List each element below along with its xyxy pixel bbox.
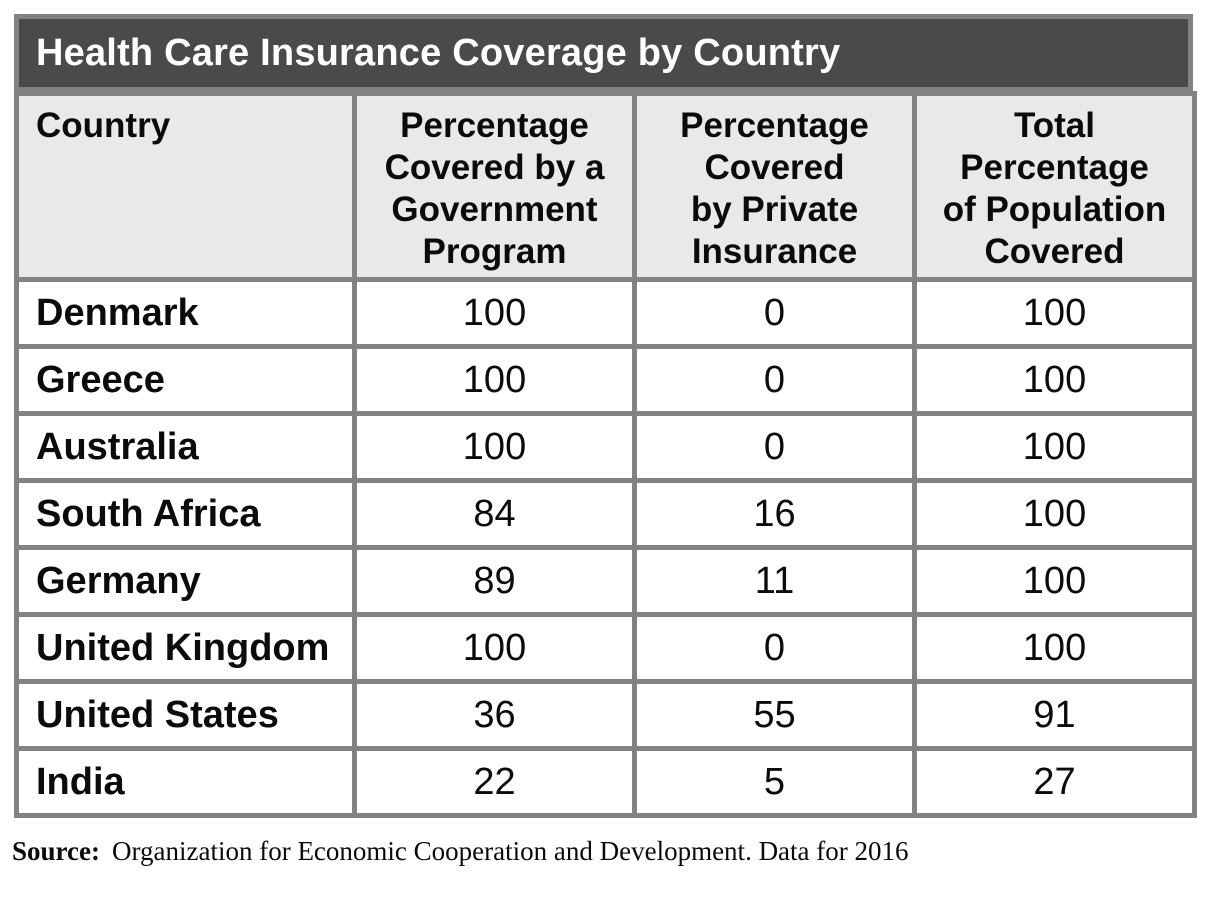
government-pct-cell: 100: [352, 344, 637, 416]
total-pct-cell: 100: [912, 545, 1197, 617]
private-pct-cell: 55: [632, 679, 917, 751]
total-pct-cell: 91: [912, 679, 1197, 751]
table-row-united-states: United States 36 55 91: [14, 679, 1197, 751]
government-pct-cell: 100: [352, 277, 637, 349]
country-cell: United Kingdom: [14, 612, 357, 684]
coverage-table-container: Health Care Insurance Coverage by Countr…: [14, 14, 1197, 818]
private-pct-cell: 16: [632, 478, 917, 550]
country-cell: India: [14, 746, 357, 818]
country-cell: Greece: [14, 344, 357, 416]
col-header-country: Country: [14, 91, 357, 282]
table-row-greece: Greece 100 0 100: [14, 344, 1197, 416]
government-pct-cell: 89: [352, 545, 637, 617]
private-pct-cell: 11: [632, 545, 917, 617]
table-row-germany: Germany 89 11 100: [14, 545, 1197, 617]
country-cell: Denmark: [14, 277, 357, 349]
government-pct-cell: 100: [352, 411, 637, 483]
country-cell: Germany: [14, 545, 357, 617]
coverage-table: Country Percentage Covered by a Governme…: [14, 91, 1197, 818]
source-note: Source: Organization for Economic Coopera…: [12, 836, 909, 867]
private-pct-cell: 0: [632, 277, 917, 349]
total-pct-cell: 100: [912, 612, 1197, 684]
table-row-australia: Australia 100 0 100: [14, 411, 1197, 483]
table-title: Health Care Insurance Coverage by Countr…: [36, 31, 841, 74]
table-row-united-kingdom: United Kingdom 100 0 100: [14, 612, 1197, 684]
total-pct-cell: 100: [912, 478, 1197, 550]
private-pct-cell: 5: [632, 746, 917, 818]
country-cell: United States: [14, 679, 357, 751]
total-pct-cell: 100: [912, 411, 1197, 483]
country-cell: South Africa: [14, 478, 357, 550]
private-pct-cell: 0: [632, 612, 917, 684]
government-pct-cell: 36: [352, 679, 637, 751]
total-pct-cell: 100: [912, 277, 1197, 349]
col-header-total-covered: Total Percentage of Population Covered: [912, 91, 1197, 282]
table-title-bar: Health Care Insurance Coverage by Countr…: [14, 14, 1193, 91]
table-row-south-africa: South Africa 84 16 100: [14, 478, 1197, 550]
source-text: Organization for Economic Cooperation an…: [112, 836, 909, 866]
private-pct-cell: 0: [632, 344, 917, 416]
government-pct-cell: 100: [352, 612, 637, 684]
total-pct-cell: 100: [912, 344, 1197, 416]
table-row-denmark: Denmark 100 0 100: [14, 277, 1197, 349]
country-cell: Australia: [14, 411, 357, 483]
government-pct-cell: 84: [352, 478, 637, 550]
total-pct-cell: 27: [912, 746, 1197, 818]
table-row-india: India 22 5 27: [14, 746, 1197, 818]
government-pct-cell: 22: [352, 746, 637, 818]
col-header-private-insurance: Percentage Covered by Private Insurance: [632, 91, 917, 282]
private-pct-cell: 0: [632, 411, 917, 483]
col-header-government-program: Percentage Covered by a Government Progr…: [352, 91, 637, 282]
source-label: Source:: [12, 836, 100, 866]
table-header-row: Country Percentage Covered by a Governme…: [14, 91, 1197, 282]
